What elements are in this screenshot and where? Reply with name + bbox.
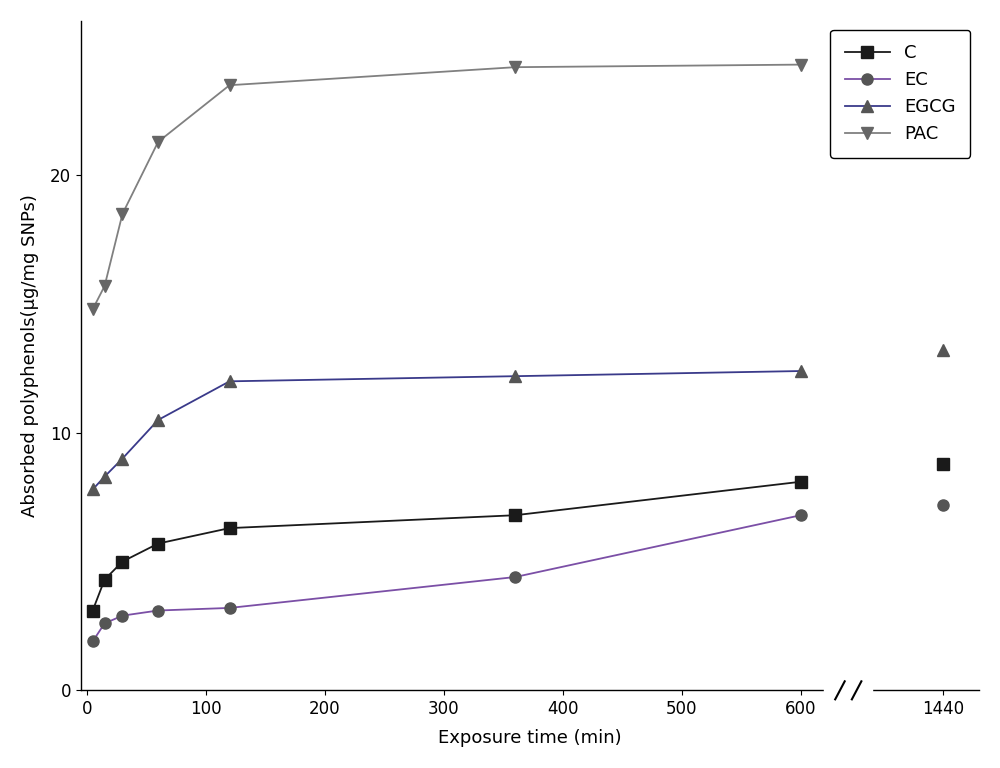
EGCG	[509, 372, 521, 381]
EGCG	[87, 485, 99, 494]
Line: EC: EC	[87, 510, 806, 647]
PAC	[509, 62, 521, 71]
EC	[87, 637, 99, 646]
C	[509, 511, 521, 520]
Y-axis label: Absorbed polyphenols(μg/mg SNPs): Absorbed polyphenols(μg/mg SNPs)	[21, 194, 39, 517]
EGCG	[224, 377, 236, 386]
C	[116, 557, 128, 566]
EGCG	[152, 415, 164, 425]
PAC	[99, 281, 111, 290]
Line: EGCG: EGCG	[87, 366, 806, 495]
PAC	[152, 137, 164, 147]
C	[87, 606, 99, 615]
C	[99, 575, 111, 584]
X-axis label: Exposure time (min): Exposure time (min)	[438, 729, 622, 747]
PAC	[87, 305, 99, 314]
Line: PAC: PAC	[87, 59, 806, 315]
PAC	[224, 81, 236, 90]
C	[152, 539, 164, 548]
Legend: C, EC, EGCG, PAC: C, EC, EGCG, PAC	[830, 30, 970, 158]
EGCG	[116, 454, 128, 463]
EC	[99, 619, 111, 628]
Bar	[824, 677, 872, 703]
EC	[224, 604, 236, 613]
C	[795, 477, 807, 486]
EC	[509, 572, 521, 581]
EGCG	[795, 366, 807, 376]
PAC	[795, 60, 807, 69]
Line: C: C	[87, 476, 806, 616]
C	[224, 524, 236, 533]
PAC	[116, 210, 128, 219]
EC	[795, 511, 807, 520]
EC	[152, 606, 164, 615]
EGCG	[99, 472, 111, 482]
EC	[116, 611, 128, 621]
